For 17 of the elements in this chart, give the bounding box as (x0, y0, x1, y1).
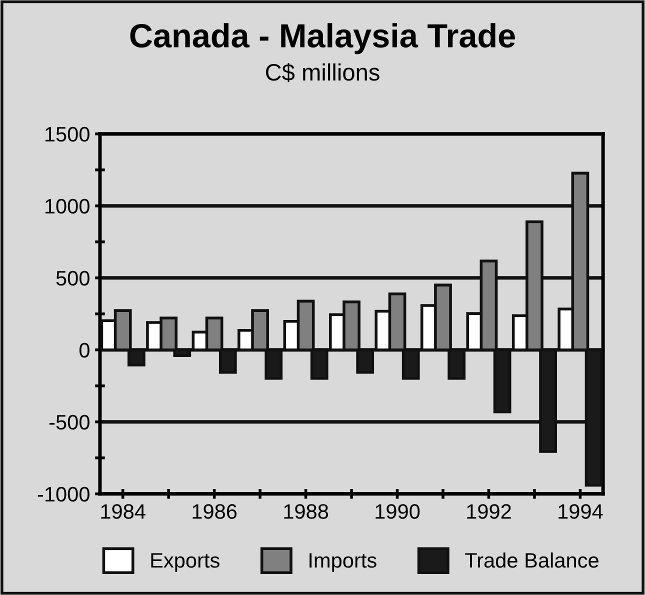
x-tick-label: 1990 (376, 504, 420, 519)
y-tick-label: -500 (49, 414, 90, 430)
y-tick-label: 0 (79, 342, 90, 358)
x-tick-label: 1988 (284, 504, 328, 519)
x-tick-label: 1984 (101, 504, 146, 519)
y-tick-label: 500 (56, 270, 90, 286)
chart-subtitle: C$ millions (266, 63, 380, 82)
chart-title: Canada - Malaysia Trade (130, 23, 515, 54)
x-tick-label: 1994 (558, 504, 603, 519)
y-tick-label: 1500 (46, 126, 90, 142)
legend-label: Imports (310, 553, 376, 572)
legend-label: Trade Balance (465, 552, 598, 568)
y-tick-label: 1000 (46, 198, 90, 214)
y-tick-label: -1000 (38, 486, 90, 502)
legend-label: Exports (151, 553, 220, 572)
x-tick-label: 1992 (467, 504, 511, 519)
x-tick-label: 1986 (192, 504, 237, 519)
